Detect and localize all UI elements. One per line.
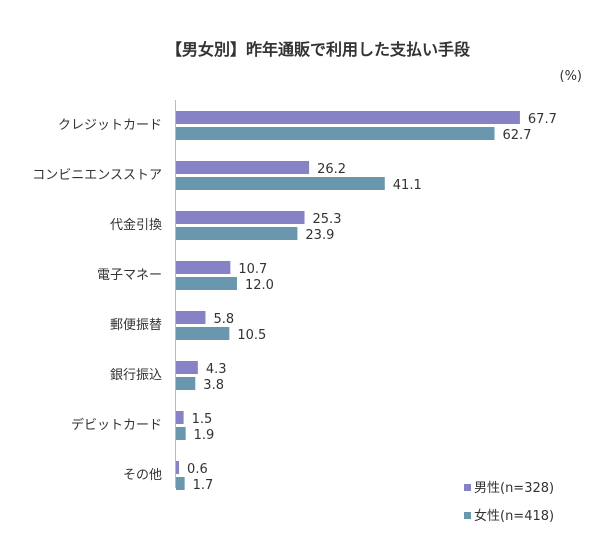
category-label: クレジットカード	[58, 118, 162, 133]
bar-female	[176, 127, 495, 140]
bar-female	[176, 277, 237, 290]
data-label: 5.8	[213, 312, 234, 327]
data-label: 12.0	[245, 278, 274, 293]
legend-swatch	[464, 484, 471, 491]
legend-label: 男性(n=328)	[474, 481, 554, 496]
legend-swatch	[464, 512, 471, 519]
data-label: 10.7	[238, 262, 267, 277]
chart-title: 【男女別】昨年通販で利用した支払い手段	[166, 40, 471, 59]
data-label: 62.7	[503, 128, 532, 143]
data-label: 1.5	[192, 412, 213, 427]
bar-female	[176, 427, 186, 440]
category-label: 代金引換	[110, 217, 162, 233]
data-label: 0.6	[187, 462, 208, 477]
legend-label: 女性(n=418)	[474, 508, 554, 524]
data-label: 1.7	[193, 478, 214, 493]
bar-male	[176, 461, 180, 474]
data-label: 23.9	[305, 228, 334, 243]
bar-male	[176, 361, 198, 374]
bar-male	[176, 261, 231, 274]
bar-male	[176, 211, 305, 224]
unit-label: (%)	[560, 69, 583, 84]
data-label: 67.7	[528, 112, 557, 127]
data-label: 4.3	[206, 362, 227, 377]
bar-male	[176, 311, 206, 324]
category-label: 電子マネー	[97, 268, 162, 283]
category-label: 銀行振込	[110, 368, 162, 383]
data-label: 41.1	[393, 178, 422, 193]
legend: 男性(n=328) 女性(n=418)	[464, 481, 554, 524]
bar-female	[176, 177, 385, 190]
bar-male	[176, 411, 184, 424]
data-label: 1.9	[194, 428, 215, 443]
data-label: 10.5	[237, 328, 266, 343]
bar-female	[176, 227, 298, 240]
data-label: 3.8	[203, 378, 224, 393]
bar-female	[176, 477, 185, 490]
category-label: デビットカード	[71, 417, 162, 433]
category-label: 郵便振替	[110, 318, 162, 333]
data-label: 25.3	[313, 212, 342, 227]
bar-female	[176, 327, 230, 340]
category-label: その他	[123, 468, 162, 483]
bar-male	[176, 161, 310, 174]
category-label: コンビニエンスストア	[32, 168, 162, 183]
bar-male	[176, 111, 520, 124]
data-label: 26.2	[317, 162, 346, 177]
bar-female	[176, 377, 196, 390]
